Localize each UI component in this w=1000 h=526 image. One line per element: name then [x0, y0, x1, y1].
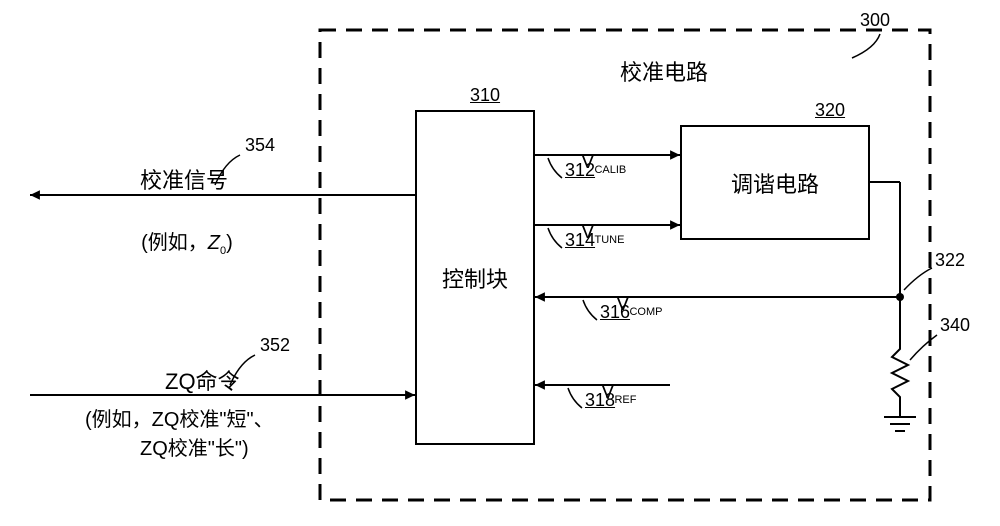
- ref-312: 312: [565, 160, 595, 181]
- ref-322: 322: [935, 250, 965, 271]
- ref-318: 318: [585, 390, 615, 411]
- tuning-block: 调谐电路: [680, 125, 870, 240]
- ref-310: 310: [470, 85, 500, 106]
- ref-314: 314: [565, 230, 595, 251]
- ref-354: 354: [245, 135, 275, 156]
- zq-cmd-label: ZQ命令: [165, 364, 240, 396]
- control-block-label: 控制块: [442, 262, 508, 294]
- ref-320: 320: [815, 100, 845, 121]
- zq-cmd-sub2: ZQ校准"长"): [140, 432, 249, 461]
- calibration-circuit-label: 校准电路: [620, 55, 708, 87]
- calib-signal-label: 校准信号: [140, 163, 228, 195]
- zq-cmd-sub1: (例如，ZQ校准"短"、: [85, 403, 274, 432]
- ref-352: 352: [260, 335, 290, 356]
- ref-316: 316: [600, 302, 630, 323]
- control-block: 控制块: [415, 110, 535, 445]
- diagram-stage: 校准电路 控制块 310 调谐电路 320 300 322 340 校准信号 (…: [0, 0, 1000, 526]
- calib-signal-sub: (例如，Z0): [130, 203, 233, 257]
- tuning-block-label: 调谐电路: [731, 167, 819, 199]
- ref-340: 340: [940, 315, 970, 336]
- ref-300: 300: [860, 10, 890, 31]
